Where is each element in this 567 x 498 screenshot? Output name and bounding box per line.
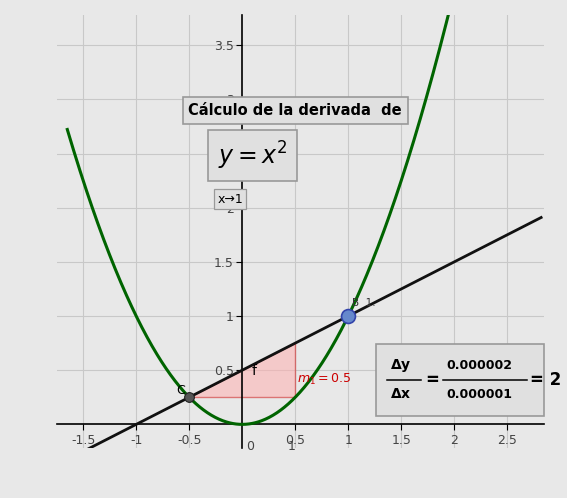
Text: 1: 1 [288,440,296,453]
FancyBboxPatch shape [376,344,544,416]
Text: = 2: = 2 [530,371,561,389]
Text: 0: 0 [247,440,255,453]
Polygon shape [189,343,295,397]
Text: C: C [176,384,185,397]
Text: =: = [425,371,439,389]
Text: B  1.: B 1. [353,298,376,308]
Text: $m_1=0.5$: $m_1=0.5$ [297,372,352,387]
Text: 0.000001: 0.000001 [447,388,513,401]
Text: x→1: x→1 [218,193,243,206]
Text: $\mathbf{\Delta y}$: $\mathbf{\Delta y}$ [390,357,411,374]
Text: f: f [252,364,257,377]
Text: 0.000002: 0.000002 [447,359,513,372]
Text: $\mathit{y} = \mathit{x}^2$: $\mathit{y} = \mathit{x}^2$ [218,139,287,172]
Text: $\mathbf{\Delta x}$: $\mathbf{\Delta x}$ [390,387,411,401]
Text: Cálculo de la derivada  de: Cálculo de la derivada de [188,103,402,118]
